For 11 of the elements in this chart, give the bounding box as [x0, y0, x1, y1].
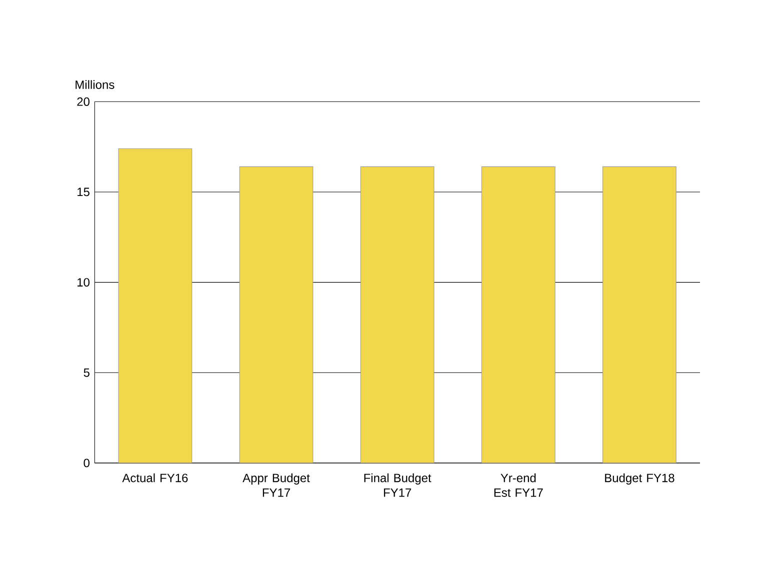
y-axis-title: Millions	[76, 80, 114, 89]
x-tick-label: Actual FY16	[122, 473, 188, 482]
x-tick-label: Yr-end Est FY17	[494, 473, 543, 497]
x-tick-label: Budget FY18	[605, 473, 674, 485]
x-tick-label: Appr Budget FY17	[242, 473, 310, 497]
x-tick-label: Final Budget FY17	[364, 473, 432, 497]
y-tick-label: 10	[78, 278, 90, 287]
y-tick-label: 5	[84, 368, 90, 377]
y-tick-label: 20	[77, 97, 90, 106]
y-tick-label: 0	[84, 458, 90, 468]
y-tick-label: 15	[78, 188, 90, 196]
